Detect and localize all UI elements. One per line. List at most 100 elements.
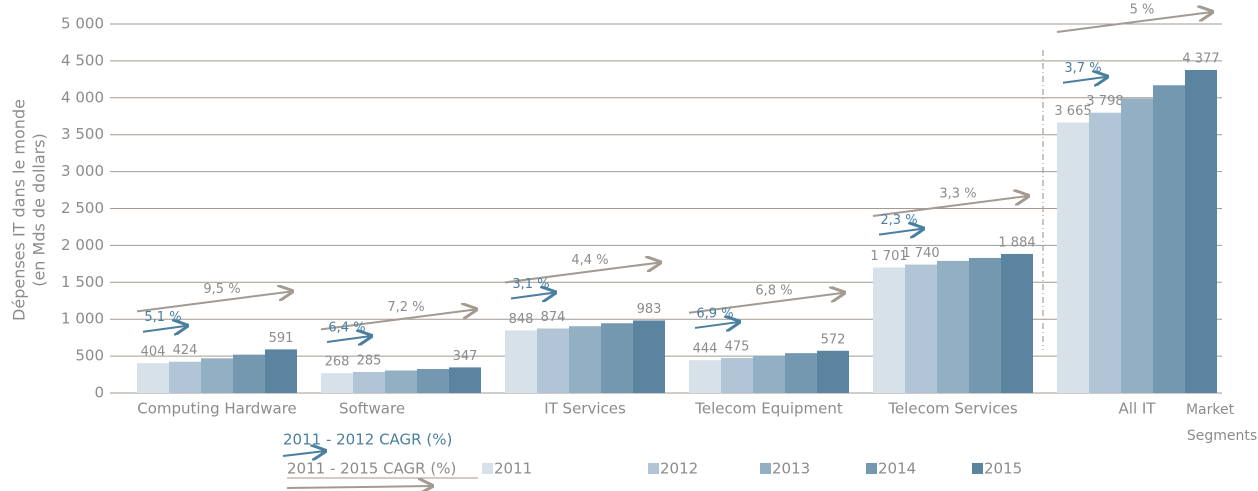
value-label: 591 bbox=[269, 331, 294, 346]
bar bbox=[201, 358, 233, 393]
legend-label: 2011 bbox=[494, 460, 532, 478]
cagr-arrow bbox=[1056, 12, 1212, 33]
value-label: 1 884 bbox=[998, 235, 1035, 250]
value-label: 874 bbox=[541, 310, 566, 325]
bar bbox=[385, 370, 417, 393]
legend-label: 2014 bbox=[878, 460, 916, 478]
value-label: 268 bbox=[325, 355, 350, 370]
legend-swatch bbox=[760, 463, 771, 474]
cagr-label: 7,2 % bbox=[387, 300, 424, 315]
bar bbox=[689, 360, 721, 393]
value-label: 983 bbox=[637, 302, 662, 317]
cagr-label: 9,5 % bbox=[203, 282, 240, 297]
y-tick-label: 3 000 bbox=[61, 162, 104, 180]
y-axis-label: Dépenses IT dans le monde bbox=[10, 99, 29, 321]
bar bbox=[321, 373, 353, 393]
legend-label: 2013 bbox=[772, 460, 810, 478]
bar bbox=[633, 320, 665, 393]
value-label: 404 bbox=[141, 345, 166, 360]
value-label: 1 740 bbox=[902, 246, 939, 261]
y-tick-label: 2 500 bbox=[61, 199, 104, 217]
value-label: 4 377 bbox=[1182, 51, 1219, 66]
bar bbox=[1121, 98, 1153, 394]
bar bbox=[1089, 112, 1121, 393]
bar bbox=[601, 323, 633, 393]
cagr-label: 6,8 % bbox=[755, 283, 792, 298]
value-label: 285 bbox=[357, 353, 382, 368]
bar bbox=[753, 355, 785, 393]
cagr-arrow bbox=[878, 229, 923, 235]
legend-label: 2011 - 2015 CAGR (%) bbox=[287, 460, 456, 478]
value-label: 3 798 bbox=[1086, 94, 1123, 109]
bar bbox=[969, 257, 1001, 393]
cagr-arrow bbox=[872, 196, 1028, 217]
legend-arrow bbox=[286, 486, 432, 488]
cagr-arrow bbox=[694, 322, 739, 328]
x-tick-label: IT Services bbox=[544, 400, 626, 418]
bar bbox=[1001, 253, 1033, 393]
x-tick-label: Computing Hardware bbox=[137, 400, 297, 418]
y-tick-label: 2 000 bbox=[61, 236, 104, 254]
value-label: 424 bbox=[173, 343, 198, 358]
y-tick-label: 1 000 bbox=[61, 310, 104, 328]
bar bbox=[721, 357, 753, 393]
value-label: 347 bbox=[453, 349, 478, 364]
legend-swatch bbox=[648, 463, 659, 474]
value-label: 475 bbox=[725, 339, 750, 354]
x-axis-label: Segments bbox=[1187, 428, 1257, 444]
x-tick-label: All IT bbox=[1119, 400, 1157, 418]
bar bbox=[937, 260, 969, 393]
y-tick-label: 0 bbox=[94, 384, 104, 402]
x-axis-label: Market bbox=[1186, 402, 1235, 418]
y-tick-label: 1 500 bbox=[61, 273, 104, 291]
bar bbox=[1057, 122, 1089, 393]
bar bbox=[537, 328, 569, 393]
bar bbox=[449, 367, 481, 393]
x-tick-label: Software bbox=[339, 400, 405, 418]
cagr-label: 3,7 % bbox=[1064, 61, 1101, 76]
cagr-arrow bbox=[504, 262, 660, 284]
cagr-label: 3,3 % bbox=[939, 186, 976, 201]
x-tick-label: Telecom Services bbox=[887, 400, 1017, 418]
bar bbox=[569, 326, 601, 393]
bar bbox=[817, 350, 849, 393]
legend-swatch bbox=[972, 463, 983, 474]
cagr-arrow bbox=[142, 326, 187, 332]
value-label: 1 701 bbox=[870, 249, 907, 264]
y-tick-label: 4 500 bbox=[61, 51, 104, 69]
x-tick-label: Telecom Equipment bbox=[694, 400, 843, 418]
cagr-label: 5 % bbox=[1130, 2, 1155, 17]
bar bbox=[169, 361, 201, 393]
legend-swatch bbox=[866, 463, 877, 474]
cagr-arrow bbox=[320, 309, 476, 331]
legend-arrow bbox=[282, 451, 325, 456]
bar bbox=[265, 349, 297, 393]
bar bbox=[1185, 69, 1217, 393]
legend-label: 2012 bbox=[660, 460, 698, 478]
cagr-arrow bbox=[510, 292, 555, 298]
y-axis-label: (en Mds de dollars) bbox=[30, 133, 49, 287]
bar bbox=[505, 330, 537, 393]
cagr-label: 4,4 % bbox=[571, 253, 608, 268]
bar bbox=[137, 363, 169, 393]
y-tick-label: 5 000 bbox=[61, 15, 104, 33]
value-label: 572 bbox=[821, 332, 846, 347]
cagr-arrow bbox=[688, 293, 844, 314]
bar bbox=[1153, 85, 1185, 393]
bar bbox=[233, 354, 265, 393]
value-label: 444 bbox=[693, 342, 718, 357]
legend-swatch bbox=[482, 463, 493, 474]
cagr-label: 5,1 % bbox=[144, 310, 181, 325]
bar bbox=[353, 371, 385, 393]
cagr-arrow bbox=[1062, 77, 1107, 83]
bar bbox=[905, 264, 937, 393]
cagr-label: 6,9 % bbox=[696, 306, 733, 321]
legend-label: 2015 bbox=[984, 460, 1022, 478]
y-tick-label: 500 bbox=[75, 347, 104, 365]
cagr-arrow bbox=[136, 291, 292, 313]
legend-label: 2011 - 2012 CAGR (%) bbox=[283, 431, 452, 449]
value-label: 848 bbox=[509, 312, 534, 327]
cagr-label: 2,3 % bbox=[880, 213, 917, 228]
